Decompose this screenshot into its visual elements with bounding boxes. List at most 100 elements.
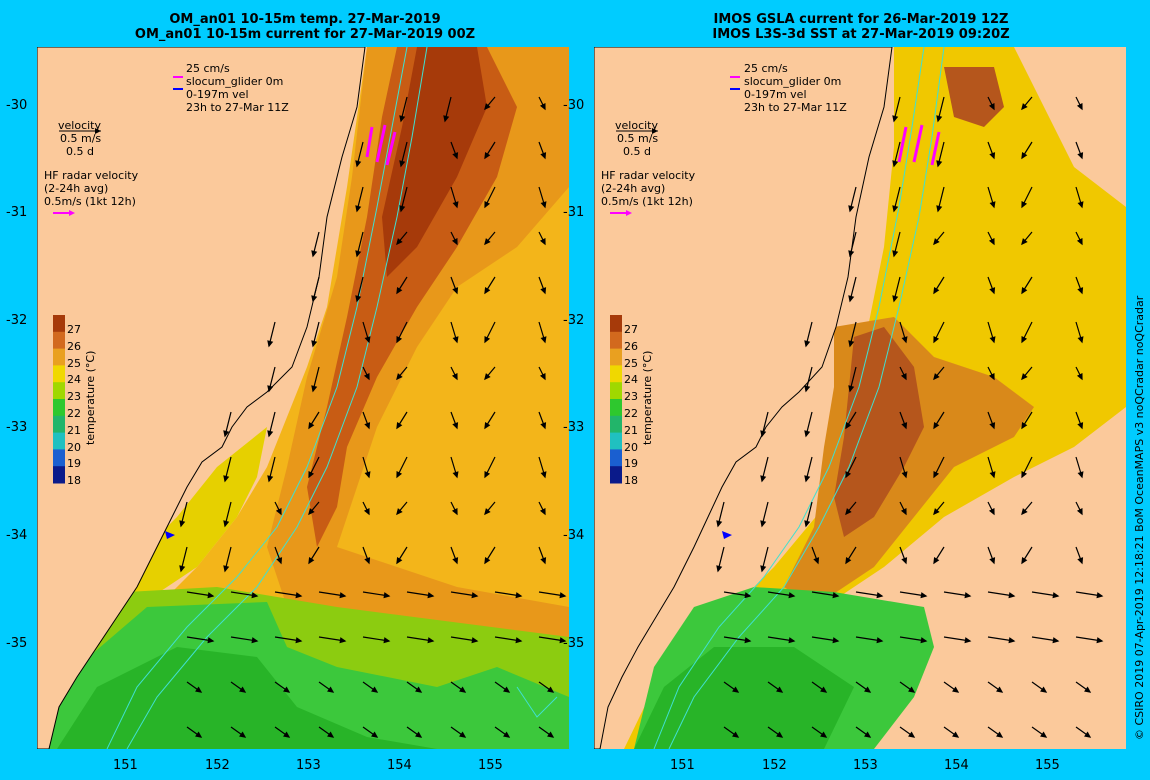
left-panel-title: OM_an01 10-15m temp. 27-Mar-2019 OM_an01… — [40, 12, 570, 42]
contour-line — [126, 47, 428, 749]
glider-tracks — [897, 124, 941, 166]
velocity-arrow-head — [901, 336, 908, 344]
velocity-arrow-head — [936, 205, 943, 213]
velocity-arrow-head — [396, 336, 403, 344]
velocity-arrow-head — [396, 508, 403, 516]
colorbar-swatch — [610, 315, 622, 333]
velocity-arrow-head — [239, 731, 247, 738]
velocity-arrow-head — [339, 637, 347, 644]
left-velocity-legend: velocity 0.5 m/s 0.5 d — [58, 119, 101, 158]
velocity-arrow-head — [936, 115, 943, 123]
velocity-arrow-head — [327, 686, 335, 693]
left-map-panel — [37, 47, 569, 749]
velocity-arrow-head — [933, 373, 940, 381]
velocity-arrow-head — [364, 422, 371, 430]
velocity-arrow-head — [179, 520, 186, 528]
colorbar-swatch — [610, 449, 622, 467]
velocity-arrow-head — [1021, 422, 1028, 430]
colorbar-swatch — [53, 348, 65, 366]
velocity-arrow-head — [1096, 592, 1104, 599]
velocity-arrow-head — [732, 686, 740, 693]
velocity-arrow-head — [845, 471, 852, 479]
colorbar-tick-label: 27 — [624, 323, 638, 336]
velocity-arrow-head — [876, 592, 884, 599]
longitude-tick-label: 153 — [853, 758, 878, 773]
right-legend: 25 cm/s slocum_glider 0m 0-197m vel 23h … — [744, 62, 847, 114]
ocean-field-peak — [382, 47, 487, 277]
velocity-arrow-head — [540, 422, 547, 430]
velocity-arrow-head — [848, 340, 855, 348]
colorbar-swatch — [610, 399, 622, 417]
colorbar-swatch — [53, 449, 65, 467]
legend-hf-title: HF radar velocity — [44, 169, 139, 182]
velocity-arrow-head — [892, 115, 899, 123]
velocity-arrow-head — [452, 471, 459, 479]
velocity-arrow-head — [311, 340, 318, 348]
legend-scale: 25 cm/s — [186, 62, 230, 75]
latitude-tick-label: -30 — [563, 98, 585, 113]
velocity-arrow-head — [547, 731, 555, 738]
velocity-arrow-head — [399, 160, 406, 168]
colorbar-tick-label: 22 — [624, 407, 638, 420]
colorbar — [610, 315, 622, 484]
longitude-tick-label: 155 — [1035, 758, 1060, 773]
contour-line — [653, 47, 925, 749]
velocity-arrow-head — [223, 565, 230, 573]
velocity-arrow-head — [988, 373, 995, 381]
velocity-arrow-head — [452, 201, 459, 209]
velocity-arrow-head — [251, 637, 259, 644]
longitude-tick-label: 152 — [205, 758, 230, 773]
ocean-field-hot — [307, 47, 517, 547]
velocity-arrow-head — [471, 592, 479, 599]
land-mass — [37, 47, 366, 749]
colorbar-swatch — [610, 365, 622, 383]
colorbar-swatch — [53, 466, 65, 484]
velocity-arrow-head — [267, 385, 274, 393]
legend-hf-avg: (2-24h avg) — [601, 182, 666, 195]
right-hf-legend: HF radar velocity (2-24h avg) 0.5m/s (1k… — [601, 169, 695, 208]
velocity-arrow-head — [396, 422, 403, 430]
colorbar — [53, 315, 65, 484]
glider-tracks — [365, 124, 397, 166]
legend-glider: slocum_glider 0m — [186, 75, 284, 88]
velocity-arrow-head — [1077, 471, 1084, 479]
velocity-arrow-head — [1077, 287, 1084, 295]
velocity-arrow-head — [988, 508, 995, 516]
velocity-arrow-head — [776, 686, 784, 693]
velocity-arrow-head — [311, 250, 318, 258]
longitude-tick-label: 154 — [944, 758, 969, 773]
left-colorbar-title: temperature (°C) — [84, 350, 97, 445]
right-title-line1: IMOS GSLA current for 26-Mar-2019 12Z — [713, 12, 1009, 27]
velocity-arrow-head — [876, 637, 884, 644]
velocity-arrow-head — [283, 686, 291, 693]
velocity-arrow-head — [996, 686, 1004, 693]
colorbar-tick-label: 25 — [624, 356, 638, 370]
velocity-arrow-head — [716, 520, 723, 528]
velocity-arrow-head — [540, 557, 547, 565]
velocity-arrow-head — [339, 592, 347, 599]
colorbar-tick-label: 22 — [67, 407, 81, 420]
colorbar-swatch — [53, 415, 65, 434]
velocity-arrow-head — [760, 475, 767, 483]
velocity-arrow-head — [179, 565, 186, 573]
velocity-arrow-head — [1077, 201, 1084, 209]
right-map-svg — [594, 47, 1126, 749]
velocity-arrow-head — [239, 686, 247, 693]
velocity-arrow-head — [933, 557, 940, 565]
velocity-arrow-head — [383, 592, 391, 599]
velocity-arrow-head — [952, 731, 960, 738]
velocity-arrow-head — [933, 287, 940, 295]
velocity-arrow-head — [848, 205, 855, 213]
colorbar-tick-label: 18 — [67, 474, 81, 488]
velocity-arrow-head — [760, 520, 767, 528]
latitude-tick-label: -35 — [563, 636, 585, 651]
velocity-arrow-head — [901, 422, 908, 430]
colorbar-tick-label: 19 — [67, 457, 81, 471]
velocity-arrow-head — [788, 637, 796, 644]
velocity-arrow-head — [327, 731, 335, 738]
velocity-arrow-head — [355, 160, 362, 168]
velocity-arrow-head — [804, 475, 811, 483]
vel-marker — [165, 531, 175, 539]
velocity-arrow-head — [503, 686, 511, 693]
velocity-arrow-head — [1077, 422, 1084, 430]
